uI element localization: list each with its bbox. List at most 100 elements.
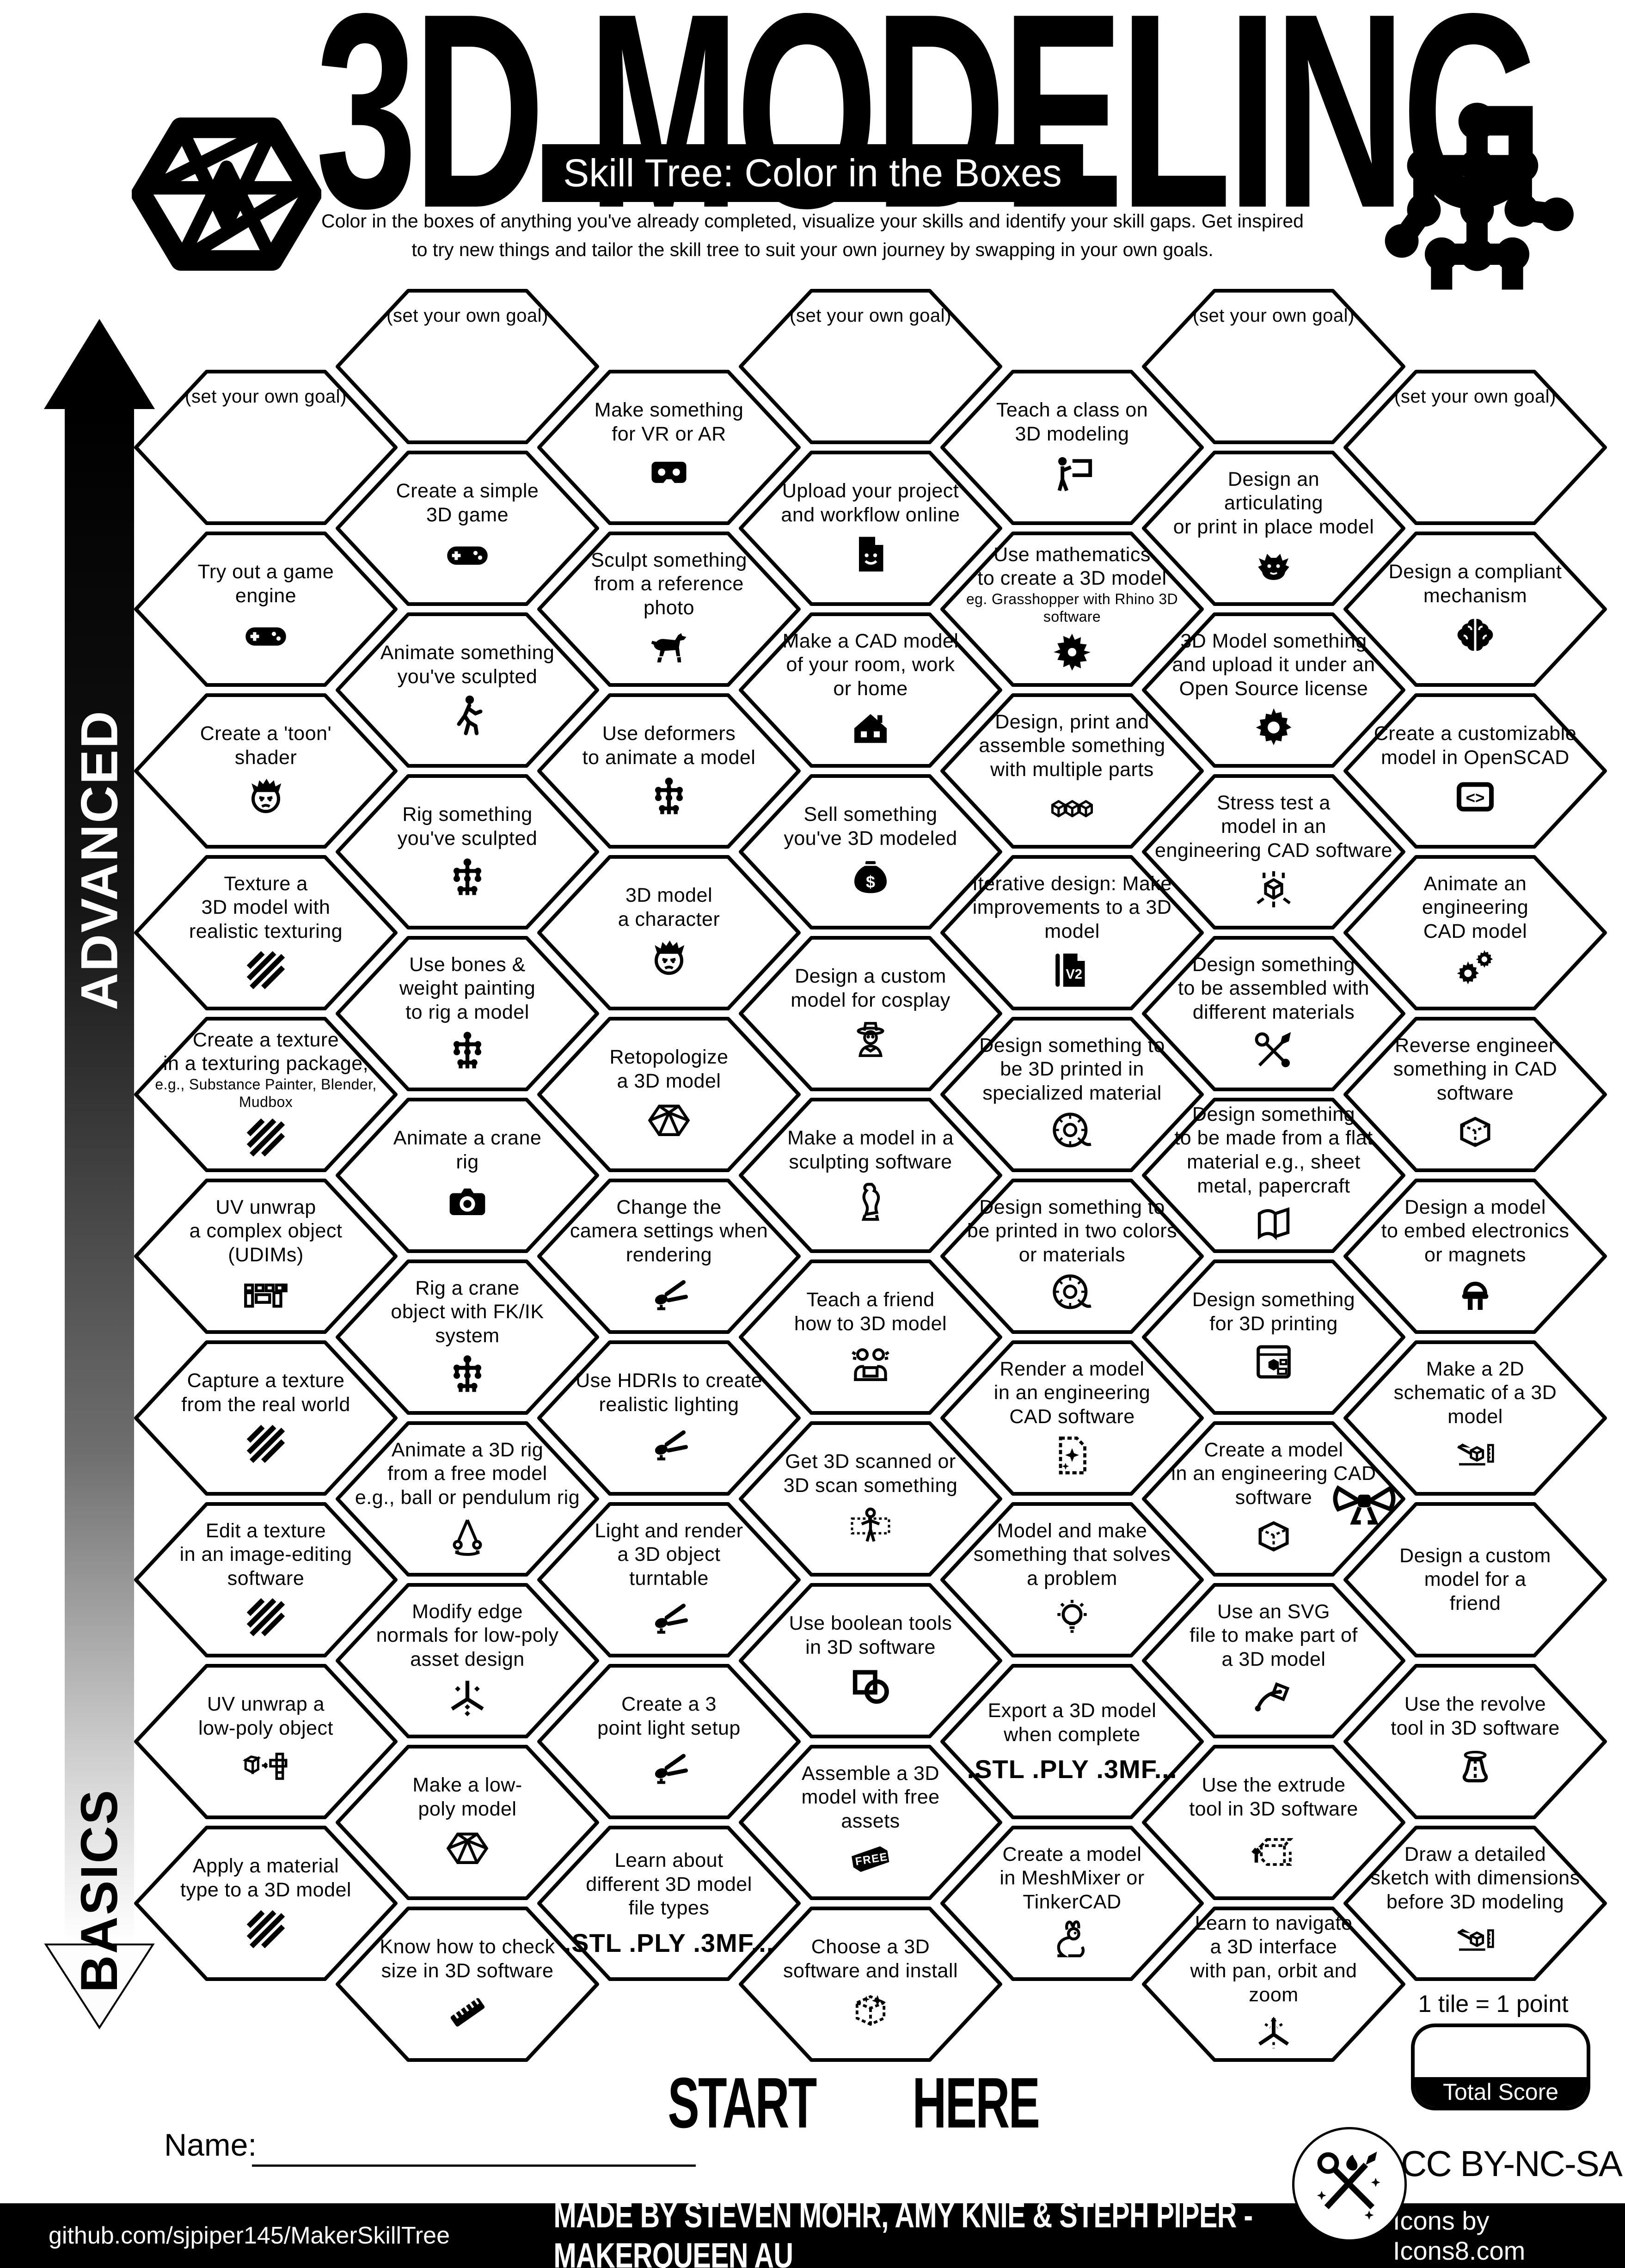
hex-iterative-design-make[interactable]: Iterative design: Make improvements to a … [940, 855, 1204, 1010]
hex-design-something[interactable]: Design something for 3D printing [1142, 1259, 1405, 1415]
hex-create-a-customizable[interactable]: Create a customizable model in OpenSCAD <> [1343, 693, 1607, 849]
hex-set-your-own-goal[interactable]: (set your own goal) [1142, 289, 1405, 444]
hex-create-a-3[interactable]: Create a 3 point light setup [537, 1664, 801, 1819]
hex-teach-a-class-on[interactable]: Teach a class on 3D modeling [940, 370, 1204, 525]
page-title: 3D MODELING [315, 0, 1544, 266]
hex-use-hdris-to-create[interactable]: Use HDRIs to create realistic lighting [537, 1340, 801, 1496]
hex-upload-your-project[interactable]: Upload your project and workflow online [739, 451, 1002, 606]
hex-create-a-toon[interactable]: Create a 'toon' shader [134, 693, 398, 849]
hex-know-how-to-check[interactable]: Know how to check size in 3D software [336, 1907, 599, 2062]
hex-create-a-model[interactable]: Create a model in MeshMixer or TinkerCAD [940, 1826, 1204, 1981]
hex-design-an[interactable]: Design an articulating or print in place m… [1142, 451, 1405, 606]
start-here-marker: START HERE [661, 2058, 1040, 2148]
svg-text:FREE: FREE [854, 1851, 889, 1868]
hex-uv-unwrap[interactable]: UV unwrap a complex object (UDIMs) [134, 1179, 398, 1334]
hex-learn-about[interactable]: Learn about different 3D model file types.… [537, 1826, 801, 1981]
hex-create-a-simple[interactable]: Create a simple 3D game [336, 451, 599, 606]
hex-reverse-engineer[interactable]: Reverse engineer something in CAD software [1343, 1017, 1607, 1172]
hex-create-a-texture[interactable]: Create a texture in a texturing package, e… [134, 1017, 398, 1172]
hex-design-something[interactable]: Design something to be assembled with diff… [1142, 936, 1405, 1091]
hex-design-something[interactable]: Design something to be made from a flat ma… [1142, 1098, 1405, 1253]
hex-make-a-2d[interactable]: Make a 2D schematic of a 3D model [1343, 1340, 1607, 1496]
hex-design-something-to[interactable]: Design something to be 3D printed in speci… [940, 1017, 1204, 1172]
hex-learn-to-navigate[interactable]: Learn to navigate a 3D interface with pan,… [1142, 1907, 1405, 2062]
hex-retopologize[interactable]: Retopologize a 3D model [537, 1017, 801, 1172]
hex-label: Texture a 3D model with realistic texturin… [134, 855, 398, 1010]
face-icon [646, 935, 692, 982]
hex-label: Use the revolve tool in 3D software [1343, 1664, 1607, 1819]
hex-use-the-revolve[interactable]: Use the revolve tool in 3D software [1343, 1664, 1607, 1819]
hex-design-a-compliant[interactable]: Design a compliant mechanism [1343, 532, 1607, 687]
hex-label: Assemble a 3D model with free assets FREE [739, 1745, 1002, 1900]
hex-try-out-a-game[interactable]: Try out a game engine [134, 532, 398, 687]
hex-label: (set your own goal) [790, 306, 951, 326]
hex-use-deformers[interactable]: Use deformers to animate a model [537, 693, 801, 849]
hex-set-your-own-goal[interactable]: (set your own goal) [134, 370, 398, 525]
sheet-icon [1251, 1202, 1297, 1248]
hex-3d-model-something[interactable]: 3D Model something and upload it under an… [1142, 612, 1405, 768]
hex-design-a-custom[interactable]: Design a custom model for a friend [1333, 1485, 1607, 1657]
hex-set-your-own-goal[interactable]: (set your own goal) [336, 289, 599, 444]
hex-make-something[interactable]: Make something for VR or AR [537, 370, 801, 525]
hex-texture-a[interactable]: Texture a 3D model with realistic texturin… [134, 855, 398, 1010]
hex-capture-a-texture[interactable]: Capture a texture from the real world [134, 1340, 398, 1496]
hex-make-a-low[interactable]: Make a low-poly model [336, 1745, 599, 1900]
hex-design-print-and[interactable]: Design, print and assemble something with … [940, 693, 1204, 849]
hex-label: Create a texture in a texturing package, e… [134, 1017, 398, 1172]
hex-animate-a-crane[interactable]: Animate a crane rig [336, 1098, 599, 1253]
hex-assemble-a-3d[interactable]: Assemble a 3D model with free assets FREE [739, 1745, 1002, 1900]
hex-design-a-model[interactable]: Design a model to embed electronics or mag… [1343, 1179, 1607, 1334]
brain-icon [1452, 612, 1498, 658]
hex-use-bones[interactable]: Use bones & weight painting to rig a model [336, 936, 599, 1091]
hex-use-boolean-tools[interactable]: Use boolean tools in 3D software [739, 1583, 1002, 1738]
hex-label: Edit a texture in an image-editing softwar… [134, 1502, 398, 1657]
hex-sell-something[interactable]: Sell something you've 3D modeled $ [739, 774, 1002, 929]
hex-make-a-cad-model[interactable]: Make a CAD model of your room, work or hom… [739, 612, 1002, 768]
hex-animate-an[interactable]: Animate an engineering CAD model [1343, 855, 1607, 1010]
mathflower-icon [1049, 629, 1095, 675]
hex-rig-a-crane[interactable]: Rig a crane object with FK/IK system [336, 1259, 599, 1415]
hex-3d-model[interactable]: 3D model a character [537, 855, 801, 1010]
start-label: START [668, 2062, 817, 2143]
hex-use-the-extrude[interactable]: Use the extrude tool in 3D software [1142, 1745, 1405, 1900]
hex-change-the[interactable]: Change the camera settings when rendering [537, 1179, 801, 1334]
hex-set-your-own-goal[interactable]: (set your own goal) [739, 289, 1002, 444]
pendulum-icon [444, 1513, 491, 1559]
hex-label: Design a custom model for a friend [1399, 1544, 1551, 1614]
hex-create-a-model[interactable]: Create a model in an engineering CAD softw… [1142, 1421, 1405, 1577]
hex-apply-a-material[interactable]: Apply a material type to a 3D model [134, 1826, 398, 1981]
rig-icon [444, 855, 491, 901]
hex-model-and-make[interactable]: Model and make something that solves a pro… [940, 1502, 1204, 1657]
hex-stress-test-a[interactable]: Stress test a model in an engineering CAD … [1142, 774, 1405, 929]
total-score-box[interactable]: Total Score [1411, 2023, 1590, 2110]
hex-design-a-custom[interactable]: Design a custom model for cosplay [739, 936, 1002, 1091]
hex-animate-a-3d-rig[interactable]: Animate a 3D rig from a free model e.g., b… [336, 1421, 599, 1577]
hex-use-mathematics[interactable]: Use mathematics to create a 3D model eg. G… [940, 532, 1204, 687]
hex-teach-a-friend[interactable]: Teach a friend how to 3D model [739, 1259, 1002, 1415]
hex-get-3d-scanned-or[interactable]: Get 3D scanned or 3D scan something [739, 1421, 1002, 1577]
hex-animate-something[interactable]: Animate something you've sculpted [336, 612, 599, 768]
hex-light-and-render[interactable]: Light and render a 3D object turntable [537, 1502, 801, 1657]
hex-render-a-model[interactable]: Render a model in an engineering CAD softw… [940, 1340, 1204, 1496]
hex-use-an-svg[interactable]: Use an SVG file to make part of a 3D model [1142, 1583, 1405, 1738]
hex-label: Upload your project and workflow online [739, 451, 1002, 606]
footer-repo-link[interactable]: github.com/sjpiper145/MakerSkillTree [49, 2222, 450, 2249]
hex-label: Design a compliant mechanism [1343, 532, 1607, 687]
hex-label: (set your own goal) [185, 386, 347, 407]
hex-draw-a-detailed[interactable]: Draw a detailed sketch with dimensions bef… [1343, 1826, 1607, 1981]
hex-export-a-3d-model[interactable]: Export a 3D model when complete .STL .PLY … [940, 1664, 1204, 1819]
hex-sculpt-something[interactable]: Sculpt something from a reference photo [537, 532, 801, 687]
hex-label: Change the camera settings when rendering [537, 1179, 801, 1334]
hex-rig-something[interactable]: Rig something you've sculpted [336, 774, 599, 929]
hex-label: Animate a 3D rig from a free model e.g., b… [336, 1421, 599, 1577]
hex-modify-edge[interactable]: Modify edge normals for low-poly asset des… [336, 1583, 599, 1738]
hex-set-your-own-goal[interactable]: (set your own goal) [1343, 370, 1607, 525]
hex-design-something-to[interactable]: Design something to be printed in two col… [940, 1179, 1204, 1334]
hex-edit-a-texture[interactable]: Edit a texture in an image-editing softwar… [134, 1502, 398, 1657]
hex-label: Use bones & weight painting to rig a model [336, 936, 599, 1091]
hex-uv-unwrap-a[interactable]: UV unwrap a low-poly object [134, 1664, 398, 1819]
hex-choose-a-3d[interactable]: Choose a 3D software and install [739, 1907, 1002, 2062]
name-write-line[interactable] [252, 2164, 696, 2167]
hex-make-a-model-in-a[interactable]: Make a model in a sculpting software [739, 1098, 1002, 1253]
